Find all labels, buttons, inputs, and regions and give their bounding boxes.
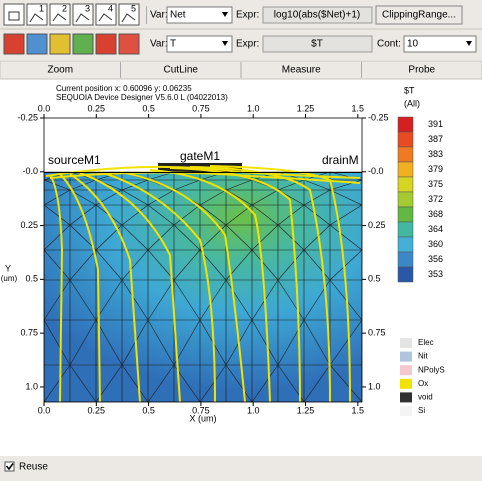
x-tick-label: 1.0 bbox=[247, 103, 260, 113]
tab[interactable]: Zoom bbox=[47, 65, 73, 76]
y-tick-label: -0.25 bbox=[17, 112, 38, 122]
colorbar-swatch bbox=[398, 207, 413, 222]
colorbar-swatch bbox=[398, 162, 413, 177]
var-label: Var: bbox=[150, 39, 168, 50]
region-label: gateM1 bbox=[180, 149, 220, 163]
x-tick-label: 0.75 bbox=[192, 405, 210, 415]
material-swatch bbox=[400, 379, 412, 389]
colorbar-swatch bbox=[398, 222, 413, 237]
y-tick-label: 0.5 bbox=[368, 274, 381, 284]
var-label: Var: bbox=[150, 10, 168, 21]
var-value: T bbox=[170, 39, 176, 50]
region-label: drainM bbox=[322, 153, 359, 167]
x-tick-label: 0.25 bbox=[88, 103, 106, 113]
colorbar-label: 387 bbox=[428, 134, 443, 144]
y-tick-label: -0.0 bbox=[22, 166, 38, 176]
expr-value: $T bbox=[311, 39, 323, 50]
x-tick-label: 0.0 bbox=[38, 405, 51, 415]
tab[interactable]: Probe bbox=[408, 65, 435, 76]
cont-label: Cont: bbox=[377, 39, 401, 50]
x-tick-label: 0.5 bbox=[142, 405, 155, 415]
x-tick-label: 1.25 bbox=[297, 103, 315, 113]
material-label: Si bbox=[418, 406, 425, 415]
cont-value: 10 bbox=[407, 39, 419, 50]
x-tick-label: 0.75 bbox=[192, 103, 210, 113]
x-tick-label: 0.0 bbox=[38, 103, 51, 113]
y-tick-label: 0.25 bbox=[20, 220, 38, 230]
colorbar-label: 383 bbox=[428, 149, 443, 159]
material-label: Elec bbox=[418, 338, 434, 347]
colorbar-swatch bbox=[398, 132, 413, 147]
colorbar-label: 391 bbox=[428, 119, 443, 129]
colorbar-label: 372 bbox=[428, 194, 443, 204]
y-tick-label: -0.0 bbox=[368, 166, 384, 176]
clipping-button-label: ClippingRange... bbox=[382, 10, 456, 21]
y-tick-label: 0.25 bbox=[368, 220, 386, 230]
colorbar-swatch bbox=[398, 237, 413, 252]
material-label: NPolyS bbox=[418, 365, 445, 374]
material-swatch bbox=[400, 406, 412, 416]
colorbar-label: 360 bbox=[428, 239, 443, 249]
icon-label: 2 bbox=[62, 3, 67, 13]
expr-label: Expr: bbox=[236, 39, 259, 50]
material-label: void bbox=[418, 393, 433, 402]
colorbar-label: 353 bbox=[428, 269, 443, 279]
app-window: Var: Net Expr: log10(abs($Net)+1) Clippi… bbox=[0, 0, 482, 481]
colorbar-label: 364 bbox=[428, 224, 443, 234]
x-tick-label: 1.5 bbox=[352, 103, 365, 113]
icon-button[interactable] bbox=[4, 4, 24, 25]
y-tick-label: 1.0 bbox=[25, 381, 38, 391]
material-swatch bbox=[400, 352, 412, 362]
tab[interactable]: CutLine bbox=[164, 65, 199, 76]
x-tick-label: 0.5 bbox=[142, 103, 155, 113]
colorbar-swatch bbox=[398, 147, 413, 162]
icon-label: 3 bbox=[85, 3, 90, 13]
var-select[interactable] bbox=[167, 36, 232, 52]
material-label: Nit bbox=[418, 352, 429, 361]
material-label: Ox bbox=[418, 379, 428, 388]
expr-value: log10(abs($Net)+1) bbox=[274, 10, 360, 21]
icon-label: 5 bbox=[131, 3, 136, 13]
cursor-position: Current position x: 0.60096 y: 0.06235 bbox=[56, 84, 192, 93]
colorbar-swatch bbox=[398, 177, 413, 192]
version: SEQUOIA Device Designer V5.6.0 L (040220… bbox=[56, 93, 228, 102]
region-label: sourceM1 bbox=[48, 153, 101, 167]
colorbar-swatch bbox=[398, 267, 413, 282]
y-tick-label: 0.75 bbox=[20, 328, 38, 338]
material-swatch bbox=[400, 365, 412, 375]
y-axis-label: Y bbox=[5, 263, 11, 273]
y-tick-label: 1.0 bbox=[368, 381, 381, 391]
icon-label: 1 bbox=[39, 3, 44, 13]
x-tick-label: 1.0 bbox=[247, 405, 260, 415]
y-tick-label: 0.5 bbox=[25, 274, 38, 284]
expr-label: Expr: bbox=[236, 10, 259, 21]
reuse-label: Reuse bbox=[19, 462, 48, 473]
colorbar-label: 368 bbox=[428, 209, 443, 219]
x-tick-label: 0.25 bbox=[88, 405, 106, 415]
y-tick-label: 0.75 bbox=[368, 328, 386, 338]
y-axis-unit: (um) bbox=[1, 274, 18, 283]
x-tick-label: 1.5 bbox=[352, 405, 365, 415]
colorbar-label: 375 bbox=[428, 179, 443, 189]
x-tick-label: 1.25 bbox=[297, 405, 315, 415]
colorbar-swatch bbox=[398, 252, 413, 267]
colorbar-swatch bbox=[398, 117, 413, 132]
colorbar-title: $T bbox=[404, 85, 415, 95]
tab[interactable]: Measure bbox=[282, 65, 321, 76]
colorbar-unit: (All) bbox=[404, 98, 420, 108]
colorbar-swatch bbox=[398, 192, 413, 207]
icon-label: 4 bbox=[108, 3, 113, 13]
colorbar-label: 379 bbox=[428, 164, 443, 174]
material-swatch bbox=[400, 338, 412, 348]
y-tick-label: -0.25 bbox=[368, 112, 389, 122]
footer bbox=[0, 456, 482, 481]
colorbar-label: 356 bbox=[428, 254, 443, 264]
var-value: Net bbox=[170, 10, 186, 21]
material-swatch bbox=[400, 392, 412, 402]
